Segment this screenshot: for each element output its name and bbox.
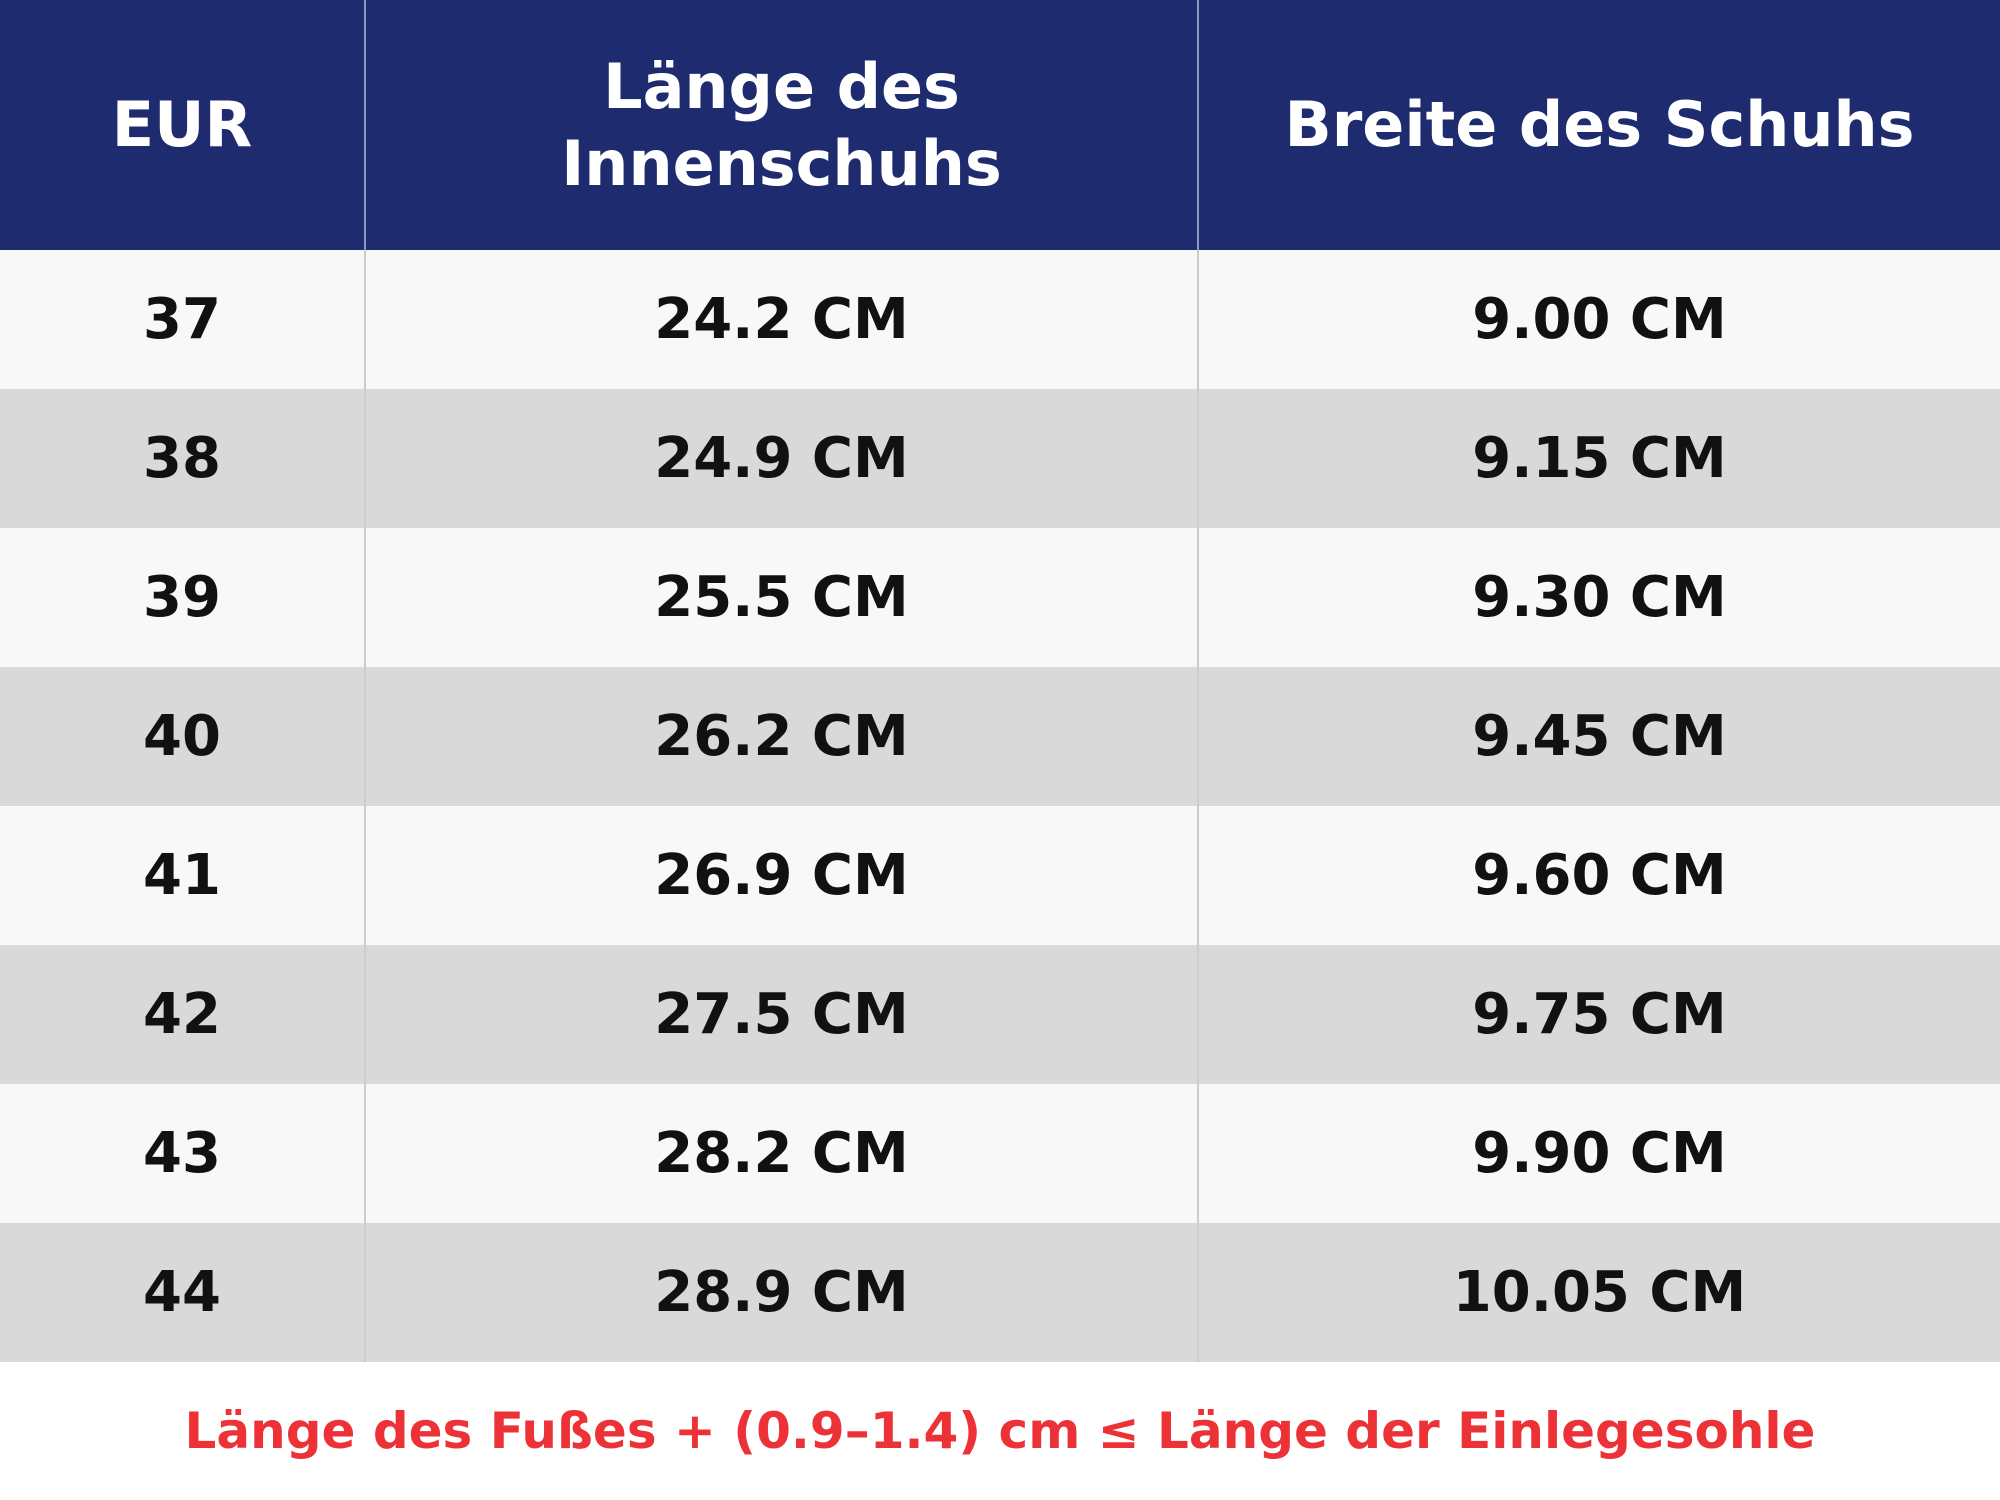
table-cell: 44	[0, 1223, 366, 1362]
table-row: 42 27.5 CM 9.75 CM	[0, 945, 2000, 1084]
table-cell: 9.30 CM	[1472, 564, 1727, 630]
header-cell: EUR	[0, 0, 366, 250]
table-cell: 25.5 CM	[366, 528, 1199, 667]
table-cell: 24.2 CM	[366, 250, 1199, 389]
table-cell: 27.5 CM	[366, 945, 1199, 1084]
table-row: 44 28.9 CM 10.05 CM	[0, 1223, 2000, 1362]
table-row: 41 26.9 CM 9.60 CM	[0, 806, 2000, 945]
table-row: 37 24.2 CM 9.00 CM	[0, 250, 2000, 389]
header-cell: Breite des Schuhs	[1284, 88, 1915, 162]
header-cell: Länge des Innenschuhs	[366, 0, 1199, 250]
table-cell: 9.60 CM	[1472, 842, 1727, 908]
table-cell: 26.9 CM	[366, 806, 1199, 945]
table-cell: 24.9 CM	[366, 389, 1199, 528]
table-cell: 38	[0, 389, 366, 528]
table-cell: 9.00 CM	[1472, 286, 1727, 352]
table-cell: 9.45 CM	[1472, 703, 1727, 769]
size-table: EUR Länge des Innenschuhs Breite des Schuh…	[0, 0, 2000, 1362]
table-cell: 26.2 CM	[366, 667, 1199, 806]
table-row: 40 26.2 CM 9.45 CM	[0, 667, 2000, 806]
table-cell: 10.05 CM	[1452, 1259, 1747, 1325]
table-cell: 39	[0, 528, 366, 667]
header-row: EUR Länge des Innenschuhs Breite des Schuh…	[0, 0, 2000, 250]
table-cell: 40	[0, 667, 366, 806]
table-cell: 9.75 CM	[1472, 981, 1727, 1047]
table-row: 43 28.2 CM 9.90 CM	[0, 1084, 2000, 1223]
table-cell: 37	[0, 250, 366, 389]
table-cell: 28.9 CM	[366, 1223, 1199, 1362]
table-cell: 43	[0, 1084, 366, 1223]
table-row: 38 24.9 CM 9.15 CM	[0, 389, 2000, 528]
table-cell: 41	[0, 806, 366, 945]
table-cell: 28.2 CM	[366, 1084, 1199, 1223]
table-cell: 42	[0, 945, 366, 1084]
table-row: 39 25.5 CM 9.30 CM	[0, 528, 2000, 667]
table-cell: 9.90 CM	[1472, 1120, 1727, 1186]
footer-note: Länge des Fußes + (0.9–1.4) cm ≤ Länge d…	[184, 1401, 1816, 1460]
table-cell: 9.15 CM	[1472, 425, 1727, 491]
